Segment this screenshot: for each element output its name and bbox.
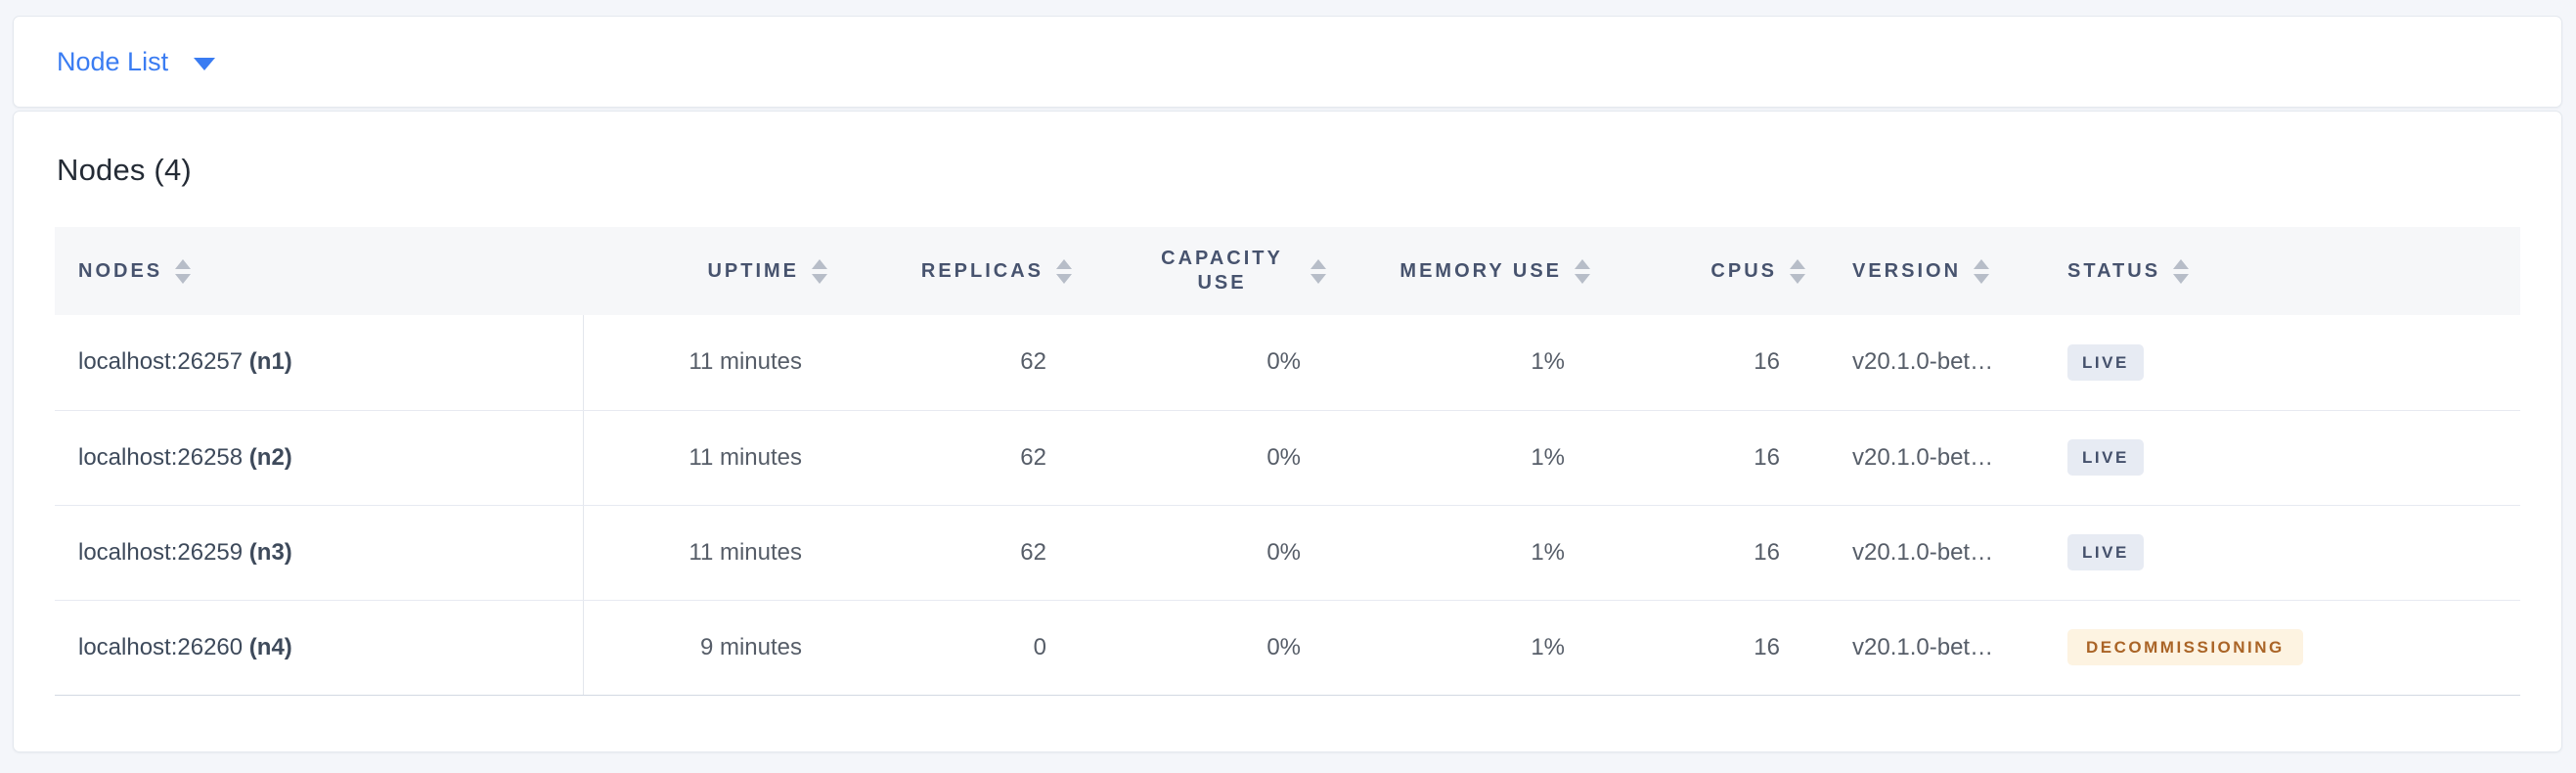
column-header-version[interactable]: VERSION xyxy=(1844,227,2040,315)
column-label-capacity_use: CAPACITY USE xyxy=(1161,248,1283,294)
table-body: localhost:26257 (n1) 11 minutes 62 0% 1% 16 v2… xyxy=(55,315,2520,696)
cell-replicas: 62 xyxy=(866,505,1111,601)
cell-node-address: localhost:26260 (n4) xyxy=(55,600,584,696)
cell-capacity-use: 0% xyxy=(1111,315,1365,411)
cell-capacity-use: 0% xyxy=(1111,410,1365,506)
cell-version: v20.1.0-bet… xyxy=(1844,410,2040,506)
status-badge: LIVE xyxy=(2067,534,2144,570)
sort-icon xyxy=(1790,258,1805,284)
cell-memory-use: 1% xyxy=(1365,410,1629,506)
nodes-panel: Nodes (4) NODES UPTIME REPLICAS CAPACITY US… xyxy=(13,111,2562,752)
view-toolbar: Node List xyxy=(13,16,2562,108)
cell-memory-use: 1% xyxy=(1365,315,1629,411)
table-row[interactable]: localhost:26259 (n3) 11 minutes 62 0% 1% 16 v2… xyxy=(55,505,2520,601)
column-header-replicas[interactable]: REPLICAS xyxy=(866,227,1111,315)
cell-node-address: localhost:26259 (n3) xyxy=(55,505,584,601)
column-label-cpus: CPUS xyxy=(1710,259,1777,282)
column-label-version: VERSION xyxy=(1852,259,1962,282)
sort-icon xyxy=(1974,258,1990,284)
cell-capacity-use: 0% xyxy=(1111,505,1365,601)
cell-replicas: 62 xyxy=(866,315,1111,411)
caret-down-icon xyxy=(194,57,216,70)
column-header-memory_use[interactable]: MEMORY USE xyxy=(1365,227,1629,315)
status-badge: LIVE xyxy=(2067,439,2144,476)
cell-node-address: localhost:26258 (n2) xyxy=(55,410,584,506)
cell-capacity-use: 0% xyxy=(1111,600,1365,696)
cell-cpus: 16 xyxy=(1629,410,1844,506)
node-address: localhost:26259 xyxy=(78,538,249,566)
cell-replicas: 0 xyxy=(866,600,1111,696)
column-header-status[interactable]: STATUS xyxy=(2040,227,2520,315)
table-row[interactable]: localhost:26257 (n1) 11 minutes 62 0% 1% 16 v2… xyxy=(55,315,2520,411)
cell-status: LIVE xyxy=(2040,315,2520,411)
cell-uptime: 11 minutes xyxy=(583,505,866,601)
cell-node-address: localhost:26257 (n1) xyxy=(55,315,584,411)
cell-cpus: 16 xyxy=(1629,505,1844,601)
column-label-uptime: UPTIME xyxy=(707,259,799,282)
sort-icon xyxy=(1056,258,1072,284)
cell-uptime: 11 minutes xyxy=(583,315,866,411)
column-header-nodes[interactable]: NODES xyxy=(55,227,583,315)
status-badge: LIVE xyxy=(2067,343,2144,381)
panel-title: Nodes (4) xyxy=(57,153,192,187)
cell-replicas: 62 xyxy=(866,410,1111,506)
sort-icon xyxy=(175,258,192,284)
cell-uptime: 11 minutes xyxy=(583,410,866,506)
column-header-cpus[interactable]: CPUS xyxy=(1629,227,1844,315)
status-badge: DECOMMISSIONING xyxy=(2067,629,2303,665)
column-label-nodes: NODES xyxy=(78,259,163,282)
cell-version: v20.1.0-bet… xyxy=(1844,315,2040,411)
column-label-memory_use: MEMORY USE xyxy=(1399,259,1562,282)
cell-uptime: 9 minutes xyxy=(583,600,866,696)
sort-icon xyxy=(2173,258,2190,284)
table-header-row: NODES UPTIME REPLICAS CAPACITY USE MEMORY US… xyxy=(55,227,2520,315)
column-label-replicas: REPLICAS xyxy=(920,259,1044,282)
cell-status: LIVE xyxy=(2040,410,2520,506)
sort-icon xyxy=(1310,258,1326,284)
node-address: localhost:26260 xyxy=(78,633,249,660)
view-selector-dropdown[interactable]: Node List xyxy=(57,46,216,77)
node-address: localhost:26257 xyxy=(78,348,249,376)
cell-version: v20.1.0-bet… xyxy=(1844,505,2040,601)
column-header-uptime[interactable]: UPTIME xyxy=(583,227,866,315)
table-row[interactable]: localhost:26260 (n4) 9 minutes 0 0% 1% 16 v20.… xyxy=(55,600,2520,696)
node-address: localhost:26258 xyxy=(78,443,249,471)
cell-version: v20.1.0-bet… xyxy=(1844,600,2040,696)
view-selector-label: Node List xyxy=(57,46,169,76)
cell-cpus: 16 xyxy=(1629,600,1844,696)
sort-icon xyxy=(1575,258,1590,284)
column-label-status: STATUS xyxy=(2067,259,2161,282)
cell-memory-use: 1% xyxy=(1365,505,1629,601)
table-row[interactable]: localhost:26258 (n2) 11 minutes 62 0% 1% 16 v2… xyxy=(55,410,2520,506)
cell-status: LIVE xyxy=(2040,505,2520,601)
cell-memory-use: 1% xyxy=(1365,600,1629,696)
column-header-capacity_use[interactable]: CAPACITY USE xyxy=(1111,227,1365,315)
cell-status: DECOMMISSIONING xyxy=(2040,600,2520,696)
nodes-table: NODES UPTIME REPLICAS CAPACITY USE MEMORY US… xyxy=(55,227,2520,696)
node-id: (n4) xyxy=(248,633,292,660)
node-id: (n1) xyxy=(248,348,292,376)
cell-cpus: 16 xyxy=(1629,315,1844,411)
sort-icon xyxy=(812,258,827,284)
node-id: (n3) xyxy=(248,538,292,566)
node-id: (n2) xyxy=(248,443,292,471)
